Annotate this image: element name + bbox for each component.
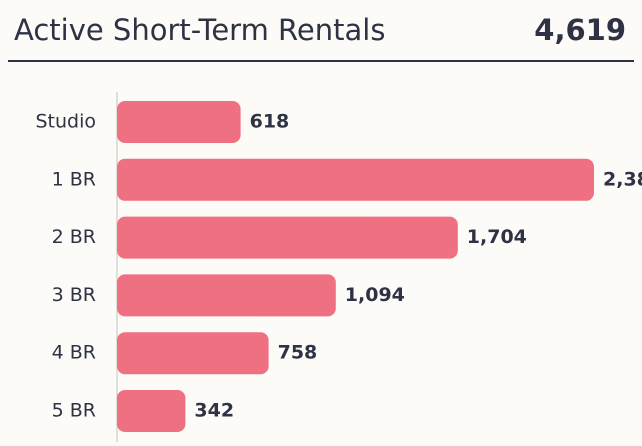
value-label: 618 — [250, 111, 290, 133]
category-label: 1 BR — [52, 168, 96, 190]
bar — [117, 274, 336, 317]
category-label: 4 BR — [52, 342, 96, 364]
bar — [117, 390, 186, 432]
category-label: 3 BR — [52, 284, 96, 306]
bar — [117, 332, 269, 375]
value-label: 1,704 — [467, 226, 527, 248]
category-label: 5 BR — [52, 400, 96, 422]
value-label: 1,094 — [345, 284, 405, 306]
value-label: 2,385 — [603, 168, 642, 190]
bar — [117, 101, 241, 143]
value-label: 758 — [278, 342, 318, 364]
value-label: 342 — [194, 400, 234, 422]
chart-title: Active Short-Term Rentals — [14, 13, 385, 47]
bar — [117, 216, 458, 259]
category-label: 2 BR — [52, 226, 96, 248]
category-label: Studio — [35, 111, 96, 133]
total: 4,619 — [534, 13, 626, 47]
bar — [117, 158, 594, 201]
